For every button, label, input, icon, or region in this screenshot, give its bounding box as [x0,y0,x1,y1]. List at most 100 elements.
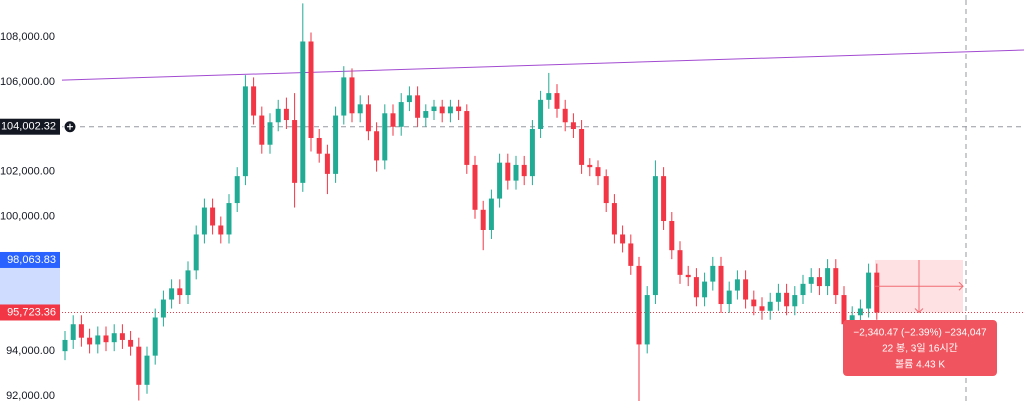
candle-body [644,295,650,345]
measure-arrow-head [958,281,964,291]
candle-body [652,176,658,296]
candle-body [620,234,626,244]
candle-body [62,339,68,352]
y-tick-label: 100,000.00 [0,210,55,222]
candle-body [611,203,617,235]
candle-body [193,234,199,271]
candle-body [538,99,544,130]
candle-body [751,299,757,307]
candle-body [513,164,519,181]
candle-body [439,106,445,114]
candle-body [669,221,675,251]
candle-body [349,77,355,114]
candle-body [160,299,166,318]
candle-body [661,176,667,222]
y-tick-label: 102,000.00 [0,166,55,178]
measure-top-label-bg [0,251,60,268]
candle-body [775,292,781,302]
candle-body [546,93,552,100]
candle-body [218,225,224,235]
candle-body [521,164,527,177]
candle-body [431,106,437,112]
candle-body [628,243,634,266]
candle-body [554,93,560,109]
candle-body [579,129,585,165]
candle-body [234,176,240,204]
measure-top-label: 98,063.83 [7,254,56,266]
candle-body [587,164,593,168]
measure-arrow-head [914,308,924,314]
candle-body [169,288,175,300]
measure-text: 22 봉, 3일 16시간 [882,343,958,355]
candle-body [201,207,207,235]
candle-body [210,207,216,226]
candle-body [800,283,806,296]
candle-body [324,153,330,174]
candle-body [415,95,421,118]
candle-body [136,346,142,385]
add-alert-icon [67,123,73,130]
trend-line [61,49,1024,81]
candle-body [406,95,412,103]
candle-body [529,129,535,177]
candle-body [497,162,503,199]
candle-body [693,277,699,298]
candle-body [95,335,101,345]
candle-body [103,335,109,343]
candle-body [259,115,265,145]
candle-body [718,265,724,305]
candle-body [685,274,691,278]
candle-body [488,198,494,230]
candle-body [333,115,339,174]
candle-body [866,272,872,309]
candle-body [734,279,740,291]
candle-body [128,339,134,347]
candle-body [726,290,732,305]
candle-body [792,295,798,307]
candle-body [816,277,822,287]
candle-body [743,279,749,300]
candle-body [111,333,117,343]
candle-body [390,113,396,127]
candle-body [603,176,609,204]
candle-body [251,86,257,116]
candle-body [144,355,150,385]
candle-body [87,337,93,345]
candle-body [283,108,289,121]
candle-body [784,292,790,307]
candle-body [365,104,371,132]
candle-body [808,277,814,284]
candle-body [357,104,363,114]
candle-body [857,308,863,316]
candle-body [78,324,84,338]
crosshair-price-label: 104,002.32 [1,121,56,133]
candle-body [825,268,831,287]
y-tick-label: 106,000.00 [0,76,55,88]
candle-body [398,102,404,127]
y-tick-label: 108,000.00 [0,31,55,43]
candle-body [119,333,125,340]
candle-body [275,108,281,123]
candle-body [562,108,568,123]
candle-body [382,113,388,161]
candle-body [480,209,486,230]
candle-body [374,131,380,161]
candle-body [849,315,855,325]
y-tick-label: 92,000.00 [6,390,55,401]
measure-tooltip [843,320,997,376]
candle-body [341,77,347,116]
candle-body [300,41,306,183]
candle-body [833,268,839,296]
candle-body [292,120,298,183]
candle-body [759,306,765,311]
candle-body [242,86,248,177]
candle-body [767,301,773,311]
candle-body [874,272,880,313]
candle-body [185,270,191,296]
candle-body [464,111,470,165]
candle-body [595,167,601,177]
price-scale-bg [0,0,60,401]
candle-body [70,324,76,340]
candle-body [570,122,576,130]
candle-body [447,106,453,114]
